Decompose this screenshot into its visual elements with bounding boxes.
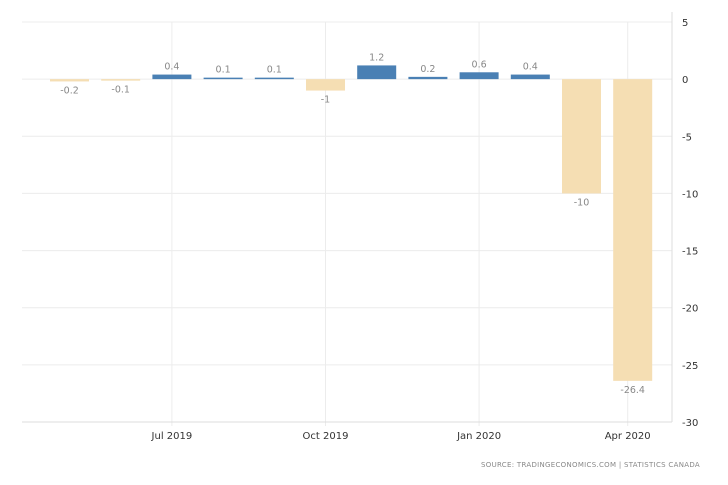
data-label: 0.1 [216, 65, 231, 76]
data-label: -0.1 [111, 85, 130, 96]
bar [254, 77, 294, 80]
x-tick-label: Jan 2020 [456, 431, 501, 442]
y-tick-label: -15 [682, 247, 698, 258]
data-label: 1.2 [369, 52, 384, 63]
data-label: 0.1 [267, 65, 282, 76]
y-tick-label: -30 [682, 418, 698, 429]
bar [306, 79, 345, 91]
bar [50, 79, 89, 82]
bar [357, 65, 397, 80]
x-tick-label: Apr 2020 [605, 431, 651, 442]
data-label: -26.4 [620, 385, 645, 396]
bar [510, 74, 550, 80]
bar [562, 79, 601, 194]
y-tick-label: 0 [682, 75, 688, 86]
y-tick-label: -25 [682, 361, 698, 372]
bar [203, 77, 243, 80]
y-tick-label: -10 [682, 189, 698, 200]
y-tick-label: -5 [682, 132, 692, 143]
data-label: 0.6 [472, 59, 487, 70]
bar [152, 74, 192, 80]
data-label: -0.2 [60, 85, 79, 96]
bar [459, 72, 499, 80]
x-tick-label: Jul 2019 [151, 431, 193, 442]
data-label: -1 [321, 95, 330, 106]
x-tick-label: Oct 2019 [303, 431, 349, 442]
data-label: 0.4 [164, 62, 179, 73]
bar [408, 76, 448, 80]
bar [613, 79, 653, 381]
data-label: -10 [574, 197, 590, 208]
source-note: SOURCE: TRADINGECONOMICS.COM | STATISTIC… [481, 461, 700, 469]
bar [101, 79, 141, 81]
data-label: 0.4 [523, 62, 538, 73]
y-tick-label: -20 [682, 304, 698, 315]
y-tick-label: 5 [682, 18, 688, 29]
data-label: 0.2 [420, 64, 435, 75]
